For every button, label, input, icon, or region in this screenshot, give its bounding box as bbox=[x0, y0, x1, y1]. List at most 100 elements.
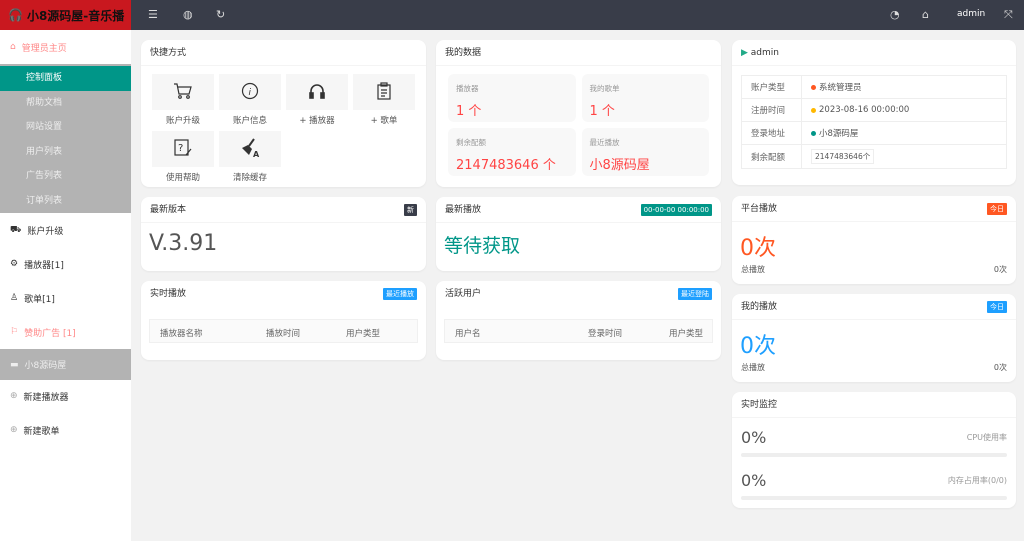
card-title: 平台播放 bbox=[741, 204, 778, 214]
info-key: 账户类型 bbox=[742, 76, 802, 98]
stat-playlists[interactable]: 我的歌单 1 个 bbox=[581, 74, 709, 122]
shortcuts-card: 快捷方式 账户升级 i 账户信息 + 播放器 + 歌单? 使用帮助 A 清除缓存 bbox=[141, 40, 426, 187]
active-users-card: 活跃用户 最近登陆 用户名 登录时间 用户类型 bbox=[436, 281, 721, 360]
tag-icon[interactable]: ⌂ bbox=[922, 8, 929, 21]
play-logo-icon: ▶ bbox=[741, 48, 748, 58]
sidebar-item-site[interactable]: ▬ 小8源码屋 bbox=[0, 349, 131, 380]
card-title: 最新版本 bbox=[150, 205, 187, 215]
latest-value: 等待获取 bbox=[444, 235, 521, 257]
help-icon: ? bbox=[173, 138, 193, 161]
version-value: V.3.91 bbox=[149, 231, 218, 256]
info-value: 小8源码屋 bbox=[819, 129, 859, 139]
cpu-label: CPU使用率 bbox=[966, 433, 1007, 442]
clipboard-icon bbox=[376, 81, 392, 103]
refresh-icon[interactable]: ↻ bbox=[216, 8, 226, 21]
shortcut-item[interactable]: + 歌单 bbox=[353, 74, 415, 126]
today-badge: 今日 bbox=[987, 301, 1007, 313]
my-data-card: 我的数据 播放器 1 个 我的歌单 1 个 剩余配额 2147483646 个 最近播… bbox=[436, 40, 721, 187]
cpu-value: 0% bbox=[741, 428, 767, 447]
cart-icon bbox=[173, 82, 193, 103]
shortcut-item[interactable]: + 播放器 bbox=[286, 74, 348, 126]
recent-login-badge: 最近登陆 bbox=[678, 288, 712, 300]
menu-toggle-icon[interactable]: ☰ bbox=[148, 8, 158, 21]
plus-circle-icon: ⊕ bbox=[10, 425, 18, 435]
shortcut-item[interactable]: ? 使用帮助 bbox=[152, 131, 214, 183]
sidebar-submenu: 控制面板 帮助文档 网站设置 用户列表 广告列表 订单列表 bbox=[0, 64, 131, 213]
sidebar-sub-docs[interactable]: 帮助文档 bbox=[26, 97, 63, 108]
user-icon: ♙ bbox=[10, 293, 19, 303]
logo[interactable]: 🎧 小8源码屋-音乐播 bbox=[0, 0, 131, 30]
headphones-icon: 🎧 bbox=[8, 8, 23, 22]
status-dot bbox=[811, 130, 816, 136]
active-table-header: 用户名 登录时间 用户类型 bbox=[444, 319, 713, 343]
mem-progress bbox=[741, 496, 1007, 500]
plus-circle-icon: ⊕ bbox=[10, 391, 18, 401]
new-badge: 新 bbox=[404, 204, 417, 216]
sidebar-item-playlists[interactable]: ♙ 歌单[1] bbox=[10, 293, 55, 305]
svg-text:?: ? bbox=[178, 143, 183, 154]
card-title: 实时监控 bbox=[732, 392, 1016, 418]
sidebar-sub-ads[interactable]: 广告列表 bbox=[26, 171, 63, 181]
sidebar-sub-orders[interactable]: 订单列表 bbox=[26, 195, 63, 206]
cart-icon: ⛟ bbox=[10, 224, 22, 235]
column-header: 用户类型 bbox=[669, 329, 704, 339]
time-badge: 00-00-00 00:00:00 bbox=[640, 204, 712, 216]
column-header: 用户类型 bbox=[346, 329, 381, 339]
shortcut-item[interactable]: i 账户信息 bbox=[219, 74, 281, 126]
sidebar-item-players[interactable]: ⚙ 播放器[1] bbox=[10, 259, 64, 271]
mem-value: 0% bbox=[741, 471, 767, 490]
shortcut-label: + 播放器 bbox=[299, 116, 335, 126]
total-value: 0次 bbox=[993, 265, 1007, 274]
home-icon: ⌂ bbox=[10, 42, 16, 52]
column-header: 用户名 bbox=[455, 329, 481, 339]
sidebar: ⌂ 管理员主页 控制面板 帮助文档 网站设置 用户列表 广告列表 订单列表 ⛟ 账户… bbox=[0, 30, 131, 541]
info-icon: i bbox=[241, 82, 259, 103]
sidebar-item-upgrade[interactable]: ⛟ 账户升级 bbox=[10, 224, 64, 237]
card-title: 最新播放 bbox=[445, 205, 482, 215]
latest-play-card: 最新播放 00-00-00 00:00:00 等待获取 bbox=[436, 197, 721, 271]
shortcut-label: 账户升级 bbox=[165, 116, 200, 126]
total-label: 总播放 bbox=[741, 363, 765, 372]
dashboard-icon[interactable]: ◔ bbox=[890, 8, 900, 21]
gear-icon: ⚙ bbox=[10, 259, 19, 269]
info-key: 注册时间 bbox=[742, 99, 802, 121]
sidebar-new-player[interactable]: ⊕ 新建播放器 bbox=[10, 391, 69, 403]
info-row: 账户类型 系统管理员 bbox=[742, 76, 1006, 99]
info-row: 剩余配额 2147483646个 bbox=[742, 145, 1006, 168]
version-card: 最新版本 新 V.3.91 bbox=[141, 197, 426, 271]
brush-icon: A bbox=[239, 137, 261, 161]
info-value: 2147483646个 bbox=[811, 149, 875, 164]
monitor-card: 实时监控 0% CPU使用率 0% 内存占用率(0/0) bbox=[732, 392, 1016, 508]
my-play-value: 0次 bbox=[740, 334, 776, 359]
globe-icon[interactable]: ◍ bbox=[183, 8, 193, 21]
user-menu[interactable]: admin bbox=[957, 9, 986, 19]
shortcut-label: 账户信息 bbox=[232, 116, 267, 126]
profile-name: admin bbox=[750, 48, 779, 58]
sidebar-new-playlist[interactable]: ⊕ 新建歌单 bbox=[10, 425, 60, 437]
fullscreen-icon[interactable]: ⤧ bbox=[1004, 8, 1013, 21]
card-title: 快捷方式 bbox=[141, 40, 426, 66]
sidebar-sub-settings[interactable]: 网站设置 bbox=[26, 122, 63, 132]
shortcut-item[interactable]: A 清除缓存 bbox=[219, 131, 281, 183]
recent-play-badge: 最近播放 bbox=[383, 288, 417, 300]
column-header: 播放时间 bbox=[266, 329, 301, 339]
stat-quota[interactable]: 剩余配额 2147483646 个 bbox=[448, 128, 576, 176]
stat-recent[interactable]: 最近播放 小8源码屋 bbox=[581, 128, 709, 176]
svg-text:A: A bbox=[253, 150, 260, 158]
stat-players[interactable]: 播放器 1 个 bbox=[448, 74, 576, 122]
shortcut-label: 使用帮助 bbox=[165, 173, 200, 183]
cpu-progress bbox=[741, 453, 1007, 457]
sidebar-sub-users[interactable]: 用户列表 bbox=[26, 146, 63, 157]
platform-value: 0次 bbox=[740, 236, 776, 261]
headphones-icon bbox=[308, 82, 326, 103]
shortcut-item[interactable]: 账户升级 bbox=[152, 74, 214, 126]
sidebar-sub-dashboard[interactable]: 控制面板 bbox=[0, 66, 131, 91]
sidebar-item-home[interactable]: ⌂ 管理员主页 bbox=[10, 42, 67, 54]
info-value: 系统管理员 bbox=[819, 83, 862, 93]
column-header: 播放器名称 bbox=[160, 329, 203, 339]
total-label: 总播放 bbox=[741, 265, 765, 274]
today-badge: 今日 bbox=[987, 203, 1007, 215]
sidebar-item-ads[interactable]: ⚐ 赞助广告 [1] bbox=[10, 327, 76, 339]
card-title: 我的数据 bbox=[436, 40, 721, 66]
flag-icon: ⚐ bbox=[10, 327, 19, 337]
